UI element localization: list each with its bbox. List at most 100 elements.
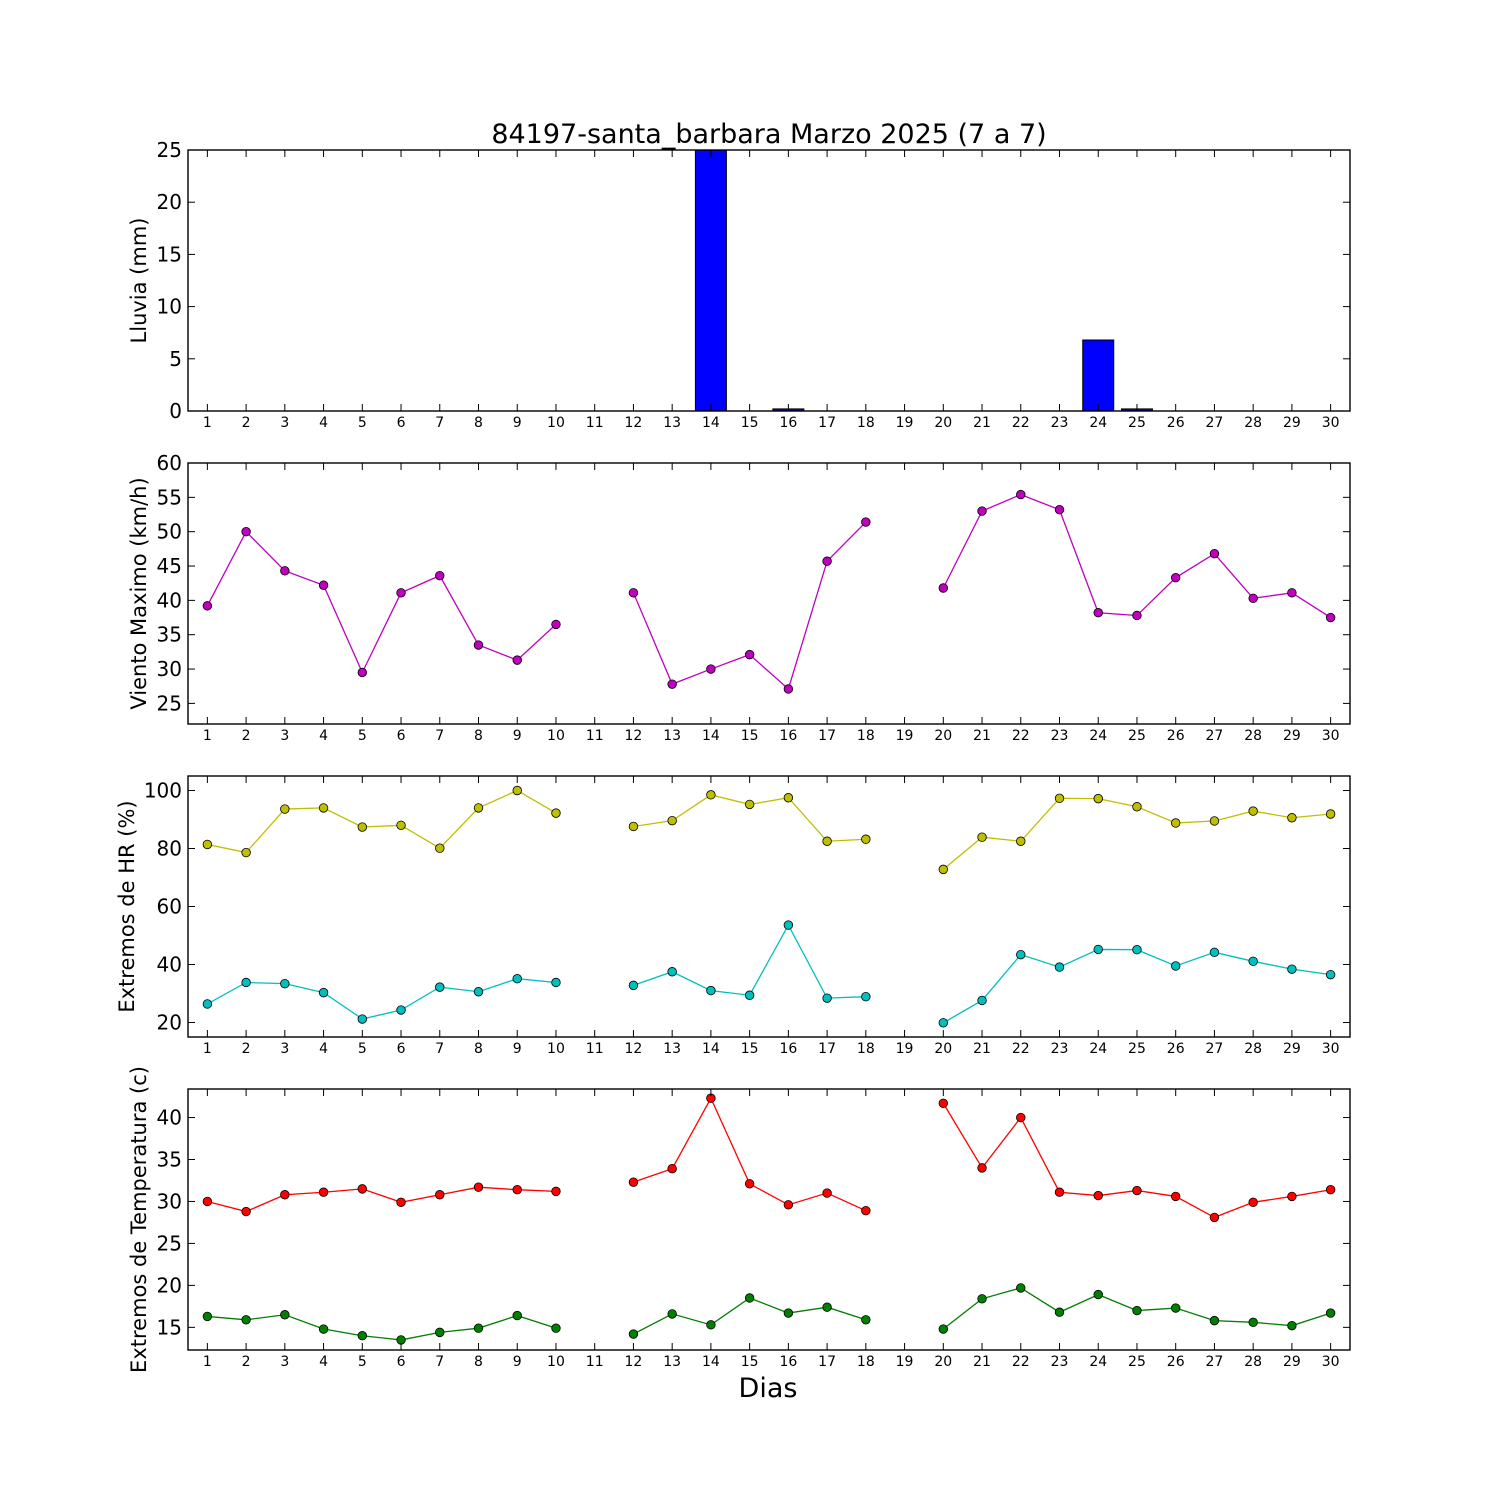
x-tick-label: 1 (203, 1354, 212, 1370)
x-tick-label: 12 (625, 415, 643, 431)
point-day-25 (1132, 1185, 1142, 1196)
point-day-13 (667, 967, 677, 977)
point-day-5 (357, 1014, 368, 1024)
point-day-28 (1248, 593, 1258, 604)
x-tick-label: 28 (1244, 728, 1262, 744)
x-tick-label: 23 (1051, 728, 1069, 744)
x-tick-label: 30 (1322, 1354, 1340, 1370)
x-tick-label: 19 (896, 1354, 914, 1370)
point-day-23 (1054, 793, 1065, 804)
point-day-8 (473, 1182, 484, 1192)
point-day-22 (1016, 1283, 1026, 1293)
point-day-15 (744, 799, 755, 810)
plot-frame (187, 149, 1351, 412)
y-axis-label: Lluvia (mm) (127, 218, 151, 344)
point-day-20 (938, 1018, 949, 1028)
x-tick-label: 9 (513, 728, 522, 744)
point-day-27 (1209, 1315, 1220, 1326)
point-day-21 (977, 832, 987, 842)
x-tick-label: 12 (625, 1354, 643, 1370)
point-day-16 (783, 920, 794, 930)
point-day-3 (280, 804, 290, 814)
x-tick-label: 22 (1012, 728, 1030, 744)
x-tick-label: 18 (857, 1041, 875, 1057)
point-day-13 (667, 1309, 677, 1319)
plot-frame (187, 462, 1351, 725)
x-tick-label: 11 (586, 415, 604, 431)
point-day-17 (822, 1302, 832, 1312)
y-tick-label: 5 (169, 347, 182, 371)
x-tick-label: 16 (779, 1041, 797, 1057)
x-tick-label: 17 (818, 1041, 836, 1057)
point-day-24 (1093, 1289, 1103, 1300)
point-day-13 (667, 815, 677, 826)
x-tick-label: 6 (397, 1041, 406, 1057)
point-day-5 (357, 667, 368, 678)
panel-3-series-2 (202, 920, 1336, 1028)
x-tick-label: 3 (280, 415, 289, 431)
x-tick-label: 21 (973, 415, 991, 431)
x-tick-label: 13 (663, 415, 681, 431)
x-tick-label: 11 (586, 1041, 604, 1057)
x-tick-label: 20 (934, 1354, 952, 1370)
point-day-6 (396, 1197, 406, 1207)
point-day-8 (473, 1323, 484, 1333)
x-tick-label: 23 (1051, 415, 1069, 431)
panel-4-series-2 (202, 1283, 1336, 1345)
point-day-20 (938, 1324, 949, 1334)
x-tick-label: 6 (397, 728, 406, 744)
x-tick-label: 16 (779, 1354, 797, 1370)
point-day-14 (706, 1320, 716, 1330)
y-axis-label: Extremos de HR (%) (115, 800, 139, 1012)
point-day-17 (822, 1188, 832, 1198)
x-tick-label: 9 (513, 1354, 522, 1370)
x-tick-label: 1 (203, 1041, 212, 1057)
point-day-15 (744, 990, 755, 1000)
point-day-3 (280, 566, 290, 576)
y-tick-label: 80 (157, 837, 182, 861)
x-tick-label: 7 (435, 415, 444, 431)
x-tick-label: 23 (1051, 1041, 1069, 1057)
x-tick-label: 25 (1128, 415, 1146, 431)
panel-4-series-1 (202, 1093, 1336, 1223)
x-tick-label: 26 (1167, 415, 1185, 431)
y-tick-label: 15 (157, 242, 182, 266)
y-tick-label: 60 (157, 451, 182, 475)
x-tick-label: 2 (242, 1041, 251, 1057)
x-axis-label: Dias (739, 1373, 798, 1404)
point-day-16 (783, 684, 794, 694)
x-tick-label: 3 (280, 1041, 289, 1057)
y-tick-label: 20 (157, 190, 182, 214)
x-tick-label: 26 (1167, 728, 1185, 744)
point-day-4 (318, 987, 329, 998)
point-day-5 (357, 1184, 368, 1194)
x-tick-label: 11 (586, 1354, 604, 1370)
x-tick-label: 14 (702, 415, 720, 431)
x-tick-label: 1 (203, 728, 212, 744)
y-tick-label: 50 (157, 520, 182, 544)
point-day-15 (744, 649, 755, 660)
point-day-9 (512, 655, 522, 665)
point-day-10 (551, 1323, 561, 1333)
point-day-17 (822, 556, 832, 566)
x-tick-label: 12 (625, 1041, 643, 1057)
point-day-21 (977, 1294, 987, 1304)
x-tick-label: 2 (242, 728, 251, 744)
point-day-9 (512, 1185, 522, 1195)
x-tick-label: 24 (1089, 415, 1107, 431)
point-day-30 (1325, 809, 1336, 819)
point-day-4 (318, 1187, 329, 1197)
point-day-29 (1287, 588, 1297, 598)
point-day-25 (1132, 802, 1142, 812)
x-tick-label: 25 (1128, 1354, 1146, 1370)
point-day-28 (1248, 1317, 1258, 1328)
point-day-6 (396, 820, 406, 831)
point-day-12 (628, 980, 639, 991)
point-day-2 (241, 847, 251, 858)
x-tick-label: 22 (1012, 1354, 1030, 1370)
plot-frame (187, 1088, 1351, 1351)
x-tick-label: 27 (1206, 728, 1224, 744)
x-tick-label: 22 (1012, 1041, 1030, 1057)
